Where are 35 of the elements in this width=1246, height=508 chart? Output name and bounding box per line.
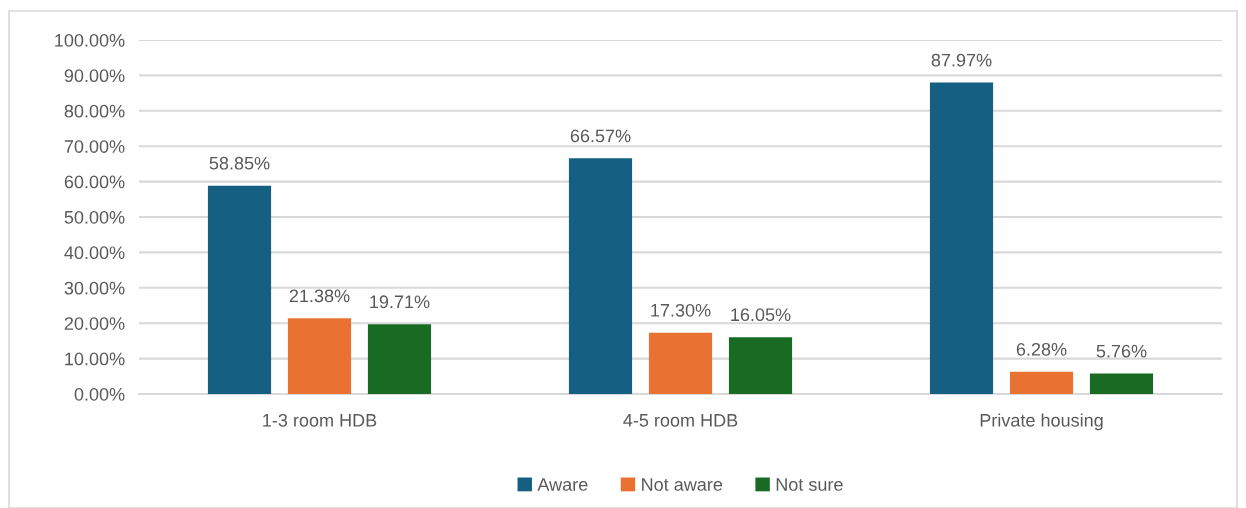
x-tick-label: 1-3 room HDB <box>263 413 377 427</box>
y-tick-label: 30.00% <box>64 281 125 295</box>
y-tick-label: 50.00% <box>64 210 125 224</box>
y-tick-label: 10.00% <box>65 352 125 366</box>
data-label: 17.30% <box>651 303 711 317</box>
y-tick-label: 20.00% <box>64 317 125 330</box>
y-tick-label: 40.00% <box>64 246 125 260</box>
x-tick-label: 4-5 room HDB <box>623 414 738 427</box>
data-label: 66.57% <box>570 129 631 143</box>
y-tick-label: 90.00% <box>64 69 125 83</box>
bar <box>929 82 994 394</box>
data-label: 19.71% <box>370 295 430 309</box>
bar <box>207 185 272 394</box>
data-label: 58.85% <box>209 156 270 170</box>
data-label: 87.97% <box>931 53 992 67</box>
y-tick-label: 70.00% <box>64 140 125 153</box>
y-tick-label: 60.00% <box>64 175 125 189</box>
y-tick-label: 100.00% <box>55 33 125 47</box>
legend-label: Aware <box>537 478 588 491</box>
data-label: 6.28% <box>1016 342 1067 356</box>
legend-label: Not sure <box>776 478 843 491</box>
bar <box>367 324 432 394</box>
bar <box>648 332 713 394</box>
x-tick-label: Private housing <box>980 413 1103 431</box>
bar <box>1089 373 1154 394</box>
bar <box>568 158 633 394</box>
bar <box>728 337 793 394</box>
bar <box>1009 371 1074 394</box>
y-tick-label: 80.00% <box>64 104 125 118</box>
data-label: 16.05% <box>731 308 791 322</box>
y-tick-label: 0.00% <box>74 387 125 401</box>
data-label: 21.38% <box>289 289 350 303</box>
legend-label: Not aware <box>642 478 723 491</box>
bar <box>287 318 352 394</box>
data-label: 5.76% <box>1096 344 1147 358</box>
